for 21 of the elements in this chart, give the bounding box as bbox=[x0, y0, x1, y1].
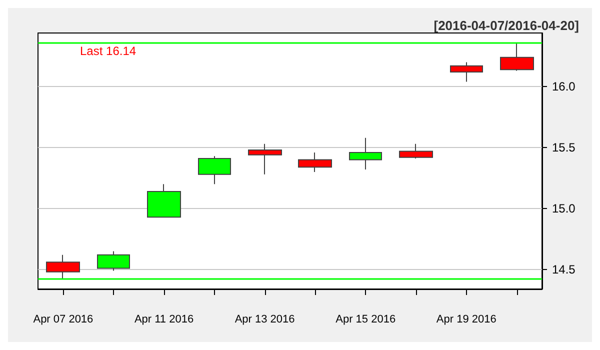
x-tick-label: Apr 13 2016 bbox=[234, 314, 295, 326]
candlestick bbox=[298, 152, 332, 172]
x-tick-label: Apr 11 2016 bbox=[134, 314, 194, 326]
chart-subtitle: [2016-04-07/2016-04-20] bbox=[434, 18, 580, 33]
y-tick-label: 16.0 bbox=[552, 80, 576, 94]
candlestick bbox=[399, 143, 433, 160]
y-tick-label: 14.5 bbox=[552, 262, 576, 276]
y-tick-label: 15.5 bbox=[552, 140, 576, 155]
x-tick-label: Apr 07 2016 bbox=[33, 314, 94, 326]
candlestick bbox=[450, 62, 483, 82]
x-tick-label: Apr 19 2016 bbox=[436, 314, 496, 326]
candlestick bbox=[349, 137, 382, 170]
candlestick bbox=[500, 42, 534, 72]
annotation: Last 16.14 bbox=[80, 44, 136, 58]
y-tick-label: 15.0 bbox=[552, 202, 576, 216]
candlestick bbox=[198, 156, 231, 185]
candlestick bbox=[97, 250, 130, 272]
x-tick-label: Apr 15 2016 bbox=[336, 314, 396, 326]
candlestick bbox=[147, 184, 181, 218]
candlestick bbox=[46, 254, 80, 280]
candlestick bbox=[248, 143, 282, 175]
